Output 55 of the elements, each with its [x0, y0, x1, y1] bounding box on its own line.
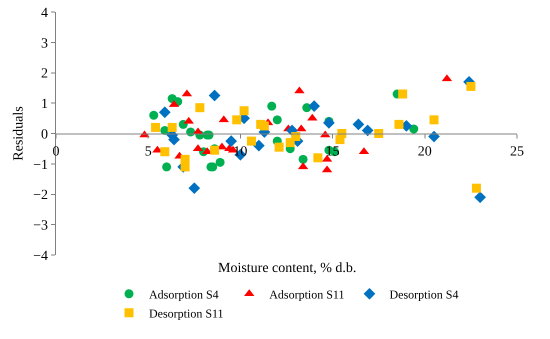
point — [168, 122, 177, 132]
point — [151, 122, 160, 132]
point — [398, 90, 408, 99]
point — [188, 182, 200, 194]
point — [184, 116, 194, 124]
point — [260, 121, 269, 130]
point — [180, 162, 190, 172]
x-tick-label: 0 — [52, 144, 60, 160]
point — [218, 115, 229, 122]
legend-label: Adsorption S11 — [269, 287, 344, 302]
point — [252, 140, 265, 152]
legend-label: Desorption S11 — [149, 306, 224, 320]
point — [272, 115, 282, 124]
y-tick-label: 2 — [41, 66, 48, 82]
point — [208, 90, 220, 102]
point — [298, 154, 308, 164]
point — [394, 120, 404, 129]
point — [267, 102, 276, 111]
point — [352, 118, 364, 130]
legend-label: Adsorption S4 — [149, 287, 219, 302]
y-tick-label: −1 — [33, 158, 48, 173]
legend-label: Desorption S4 — [389, 287, 458, 302]
x-axis-title: Moisture content, % d.b. — [218, 261, 356, 276]
point — [362, 124, 374, 136]
point — [474, 191, 486, 204]
y-tick-label: 1 — [41, 97, 48, 112]
point — [232, 115, 242, 124]
point — [472, 184, 481, 193]
y-tick-label: 4 — [41, 6, 48, 21]
point — [216, 158, 225, 167]
point — [225, 135, 238, 147]
y-tick-label: −2 — [33, 188, 48, 204]
y-tick-label: 0 — [41, 127, 48, 142]
point — [313, 153, 322, 162]
point — [466, 82, 476, 91]
y-tick-label: −4 — [33, 248, 48, 264]
point — [409, 124, 418, 134]
point — [323, 117, 335, 129]
point — [274, 142, 284, 152]
y-axis-title: Residuals — [12, 106, 27, 161]
point — [149, 110, 158, 120]
y-tick-label: 3 — [41, 36, 48, 52]
point — [246, 136, 256, 146]
point — [430, 115, 439, 124]
point — [240, 106, 249, 116]
point — [158, 106, 171, 118]
point — [308, 100, 320, 112]
point — [296, 124, 306, 132]
point — [160, 147, 170, 156]
y-tick-label: −3 — [33, 218, 48, 234]
x-tick-label: 5 — [144, 144, 152, 160]
x-tick-label: 20 — [418, 144, 432, 160]
point — [162, 162, 172, 172]
x-tick-label: 25 — [510, 144, 524, 160]
point — [195, 103, 204, 112]
